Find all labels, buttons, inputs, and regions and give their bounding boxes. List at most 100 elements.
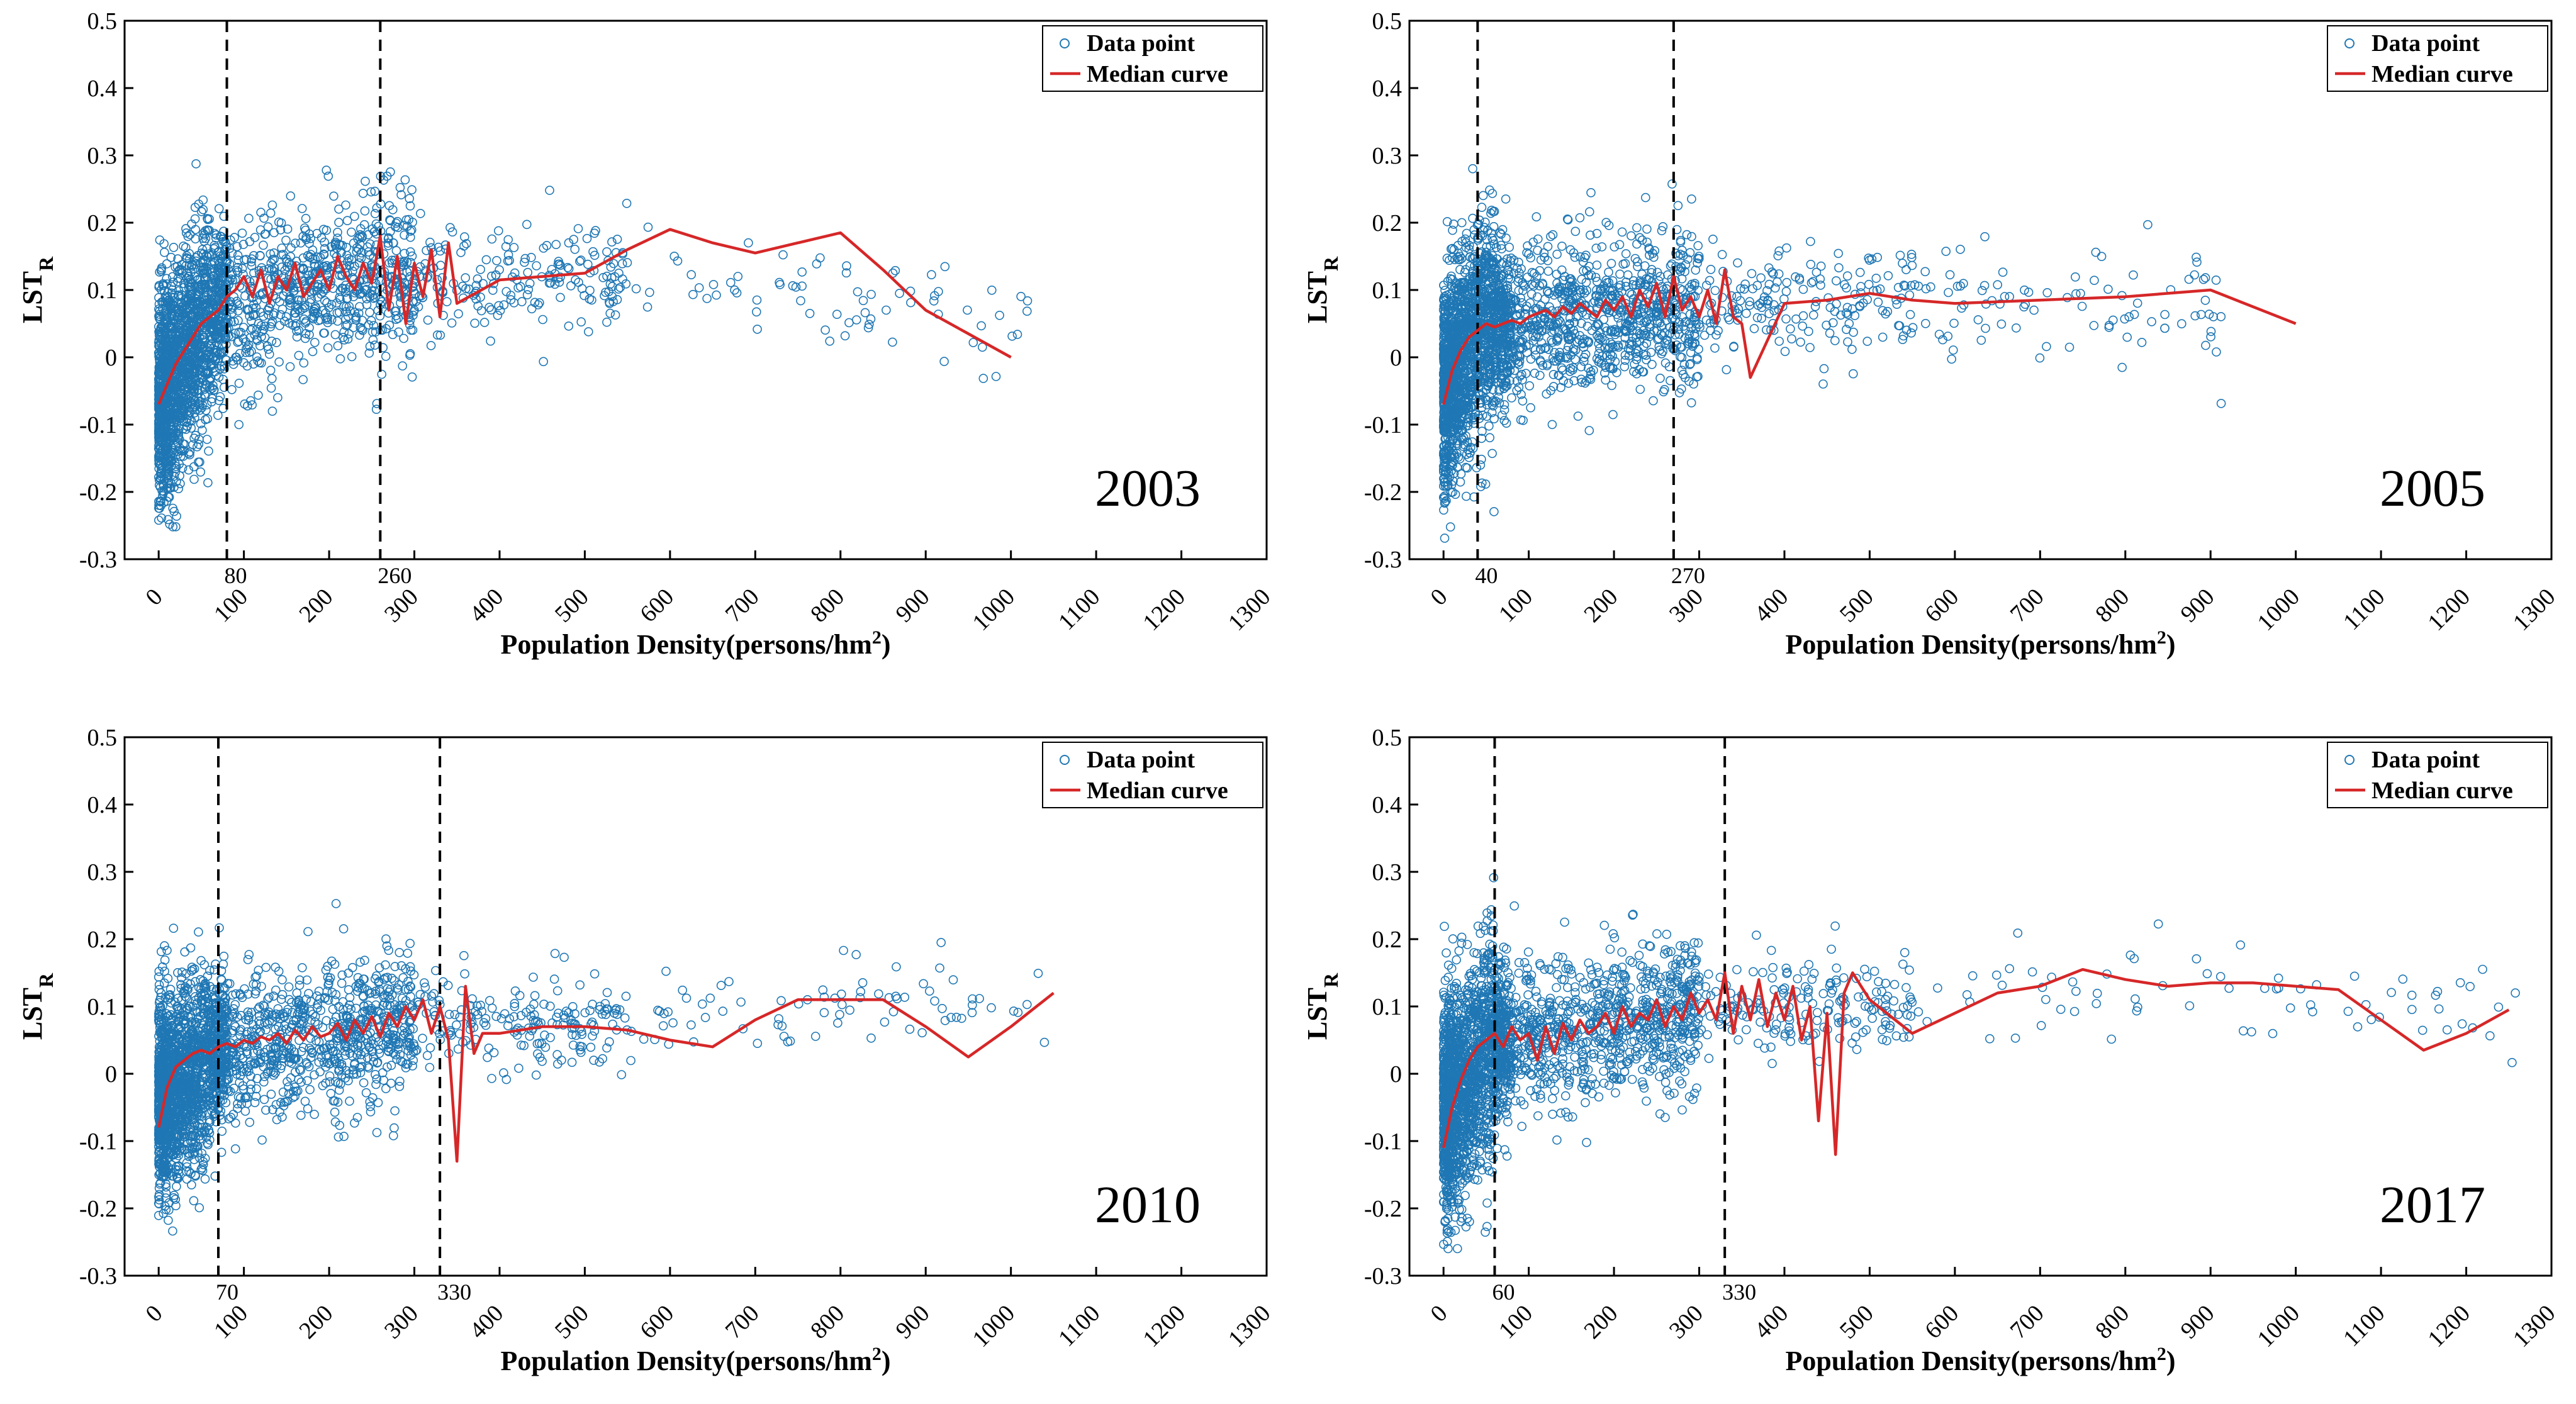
data-point: [1922, 285, 1930, 293]
data-point: [1014, 330, 1022, 338]
data-point: [2043, 289, 2051, 297]
data-point: [408, 373, 417, 381]
data-point: [488, 235, 496, 243]
data-point: [204, 447, 213, 455]
data-point: [1981, 281, 1989, 289]
data-point: [1548, 420, 1556, 428]
data-point: [1908, 262, 1916, 270]
data-point: [695, 284, 703, 292]
data-point: [1502, 195, 1510, 203]
data-point: [204, 479, 212, 487]
data-point: [1469, 165, 1477, 173]
data-point: [744, 239, 753, 247]
data-point: [1896, 251, 1905, 259]
data-point: [1927, 283, 1935, 291]
data-point: [1688, 399, 1696, 407]
data-point: [1577, 276, 1586, 284]
data-point: [546, 186, 554, 194]
data-point: [369, 336, 377, 344]
y-axis-title: LSTR: [17, 256, 57, 323]
data-point: [1462, 493, 1470, 501]
data-point: [1618, 228, 1627, 236]
x-tick-label: 100: [209, 584, 253, 628]
data-point: [853, 316, 861, 324]
x-tick-label: 600: [635, 584, 679, 628]
data-point: [502, 243, 510, 251]
data-point: [1478, 203, 1486, 211]
data-point: [1656, 374, 1664, 382]
data-point: [518, 298, 526, 306]
data-point: [361, 207, 369, 215]
data-point: [1599, 315, 1608, 323]
data-point: [1558, 242, 1566, 250]
data-point: [267, 384, 276, 393]
x-tick-label: 400: [464, 584, 508, 628]
data-point: [1688, 233, 1696, 241]
data-point: [238, 229, 247, 237]
data-point: [398, 362, 406, 370]
data-point: [1441, 534, 1449, 542]
data-point: [539, 357, 547, 365]
data-point: [270, 228, 278, 237]
data-point: [577, 318, 585, 326]
data-point: [727, 279, 735, 287]
data-point: [245, 214, 253, 223]
data-point: [1956, 245, 1964, 254]
data-point: [1547, 233, 1555, 241]
data-point: [1820, 365, 1828, 373]
data-point: [2212, 348, 2220, 356]
data-point: [371, 341, 379, 349]
data-point: [400, 249, 408, 257]
data-point: [583, 235, 591, 243]
data-point: [486, 337, 495, 345]
data-point: [1544, 267, 1552, 276]
data-point: [2104, 285, 2112, 293]
data-point: [1508, 394, 1516, 402]
data-point: [1863, 337, 1871, 345]
data-point: [2042, 342, 2051, 350]
data-point: [2131, 310, 2139, 318]
data-point: [1498, 411, 1506, 420]
data-point: [2144, 221, 2152, 229]
data-point: [1636, 386, 1644, 394]
data-point: [282, 236, 290, 244]
data-point: [2212, 276, 2220, 284]
data-point: [461, 274, 469, 282]
data-point: [1907, 329, 1915, 337]
data-point: [1872, 274, 1880, 282]
data-point: [1526, 404, 1535, 412]
data-point: [574, 225, 583, 233]
data-point: [2092, 248, 2100, 257]
data-point: [703, 294, 711, 303]
data-point: [401, 176, 409, 184]
data-point: [347, 228, 356, 237]
data-point: [163, 260, 171, 268]
data-point: [524, 269, 532, 277]
data-point: [443, 298, 451, 306]
data-point: [860, 296, 868, 304]
data-point: [299, 376, 307, 384]
data-point: [1633, 240, 1641, 248]
x-tick-label: 300: [379, 584, 423, 628]
data-point: [366, 308, 374, 316]
data-point: [1806, 260, 1815, 269]
data-point: [1443, 254, 1451, 262]
data-point: [309, 347, 317, 355]
data-points: [155, 160, 1032, 531]
data-point: [424, 316, 432, 324]
data-point: [1024, 297, 1032, 305]
data-point: [371, 209, 379, 218]
y-tick-label: 0.5: [87, 8, 118, 35]
y-tick-label: 0.2: [87, 210, 118, 237]
data-point: [523, 220, 531, 228]
data-point: [1788, 335, 1796, 343]
data-point: [988, 286, 996, 294]
x-tick-label: 200: [294, 584, 338, 628]
data-point: [262, 230, 270, 238]
data-point: [495, 226, 503, 235]
data-point: [552, 240, 560, 248]
data-point: [1848, 345, 1856, 354]
data-point: [392, 247, 400, 255]
data-point: [1944, 289, 1952, 297]
